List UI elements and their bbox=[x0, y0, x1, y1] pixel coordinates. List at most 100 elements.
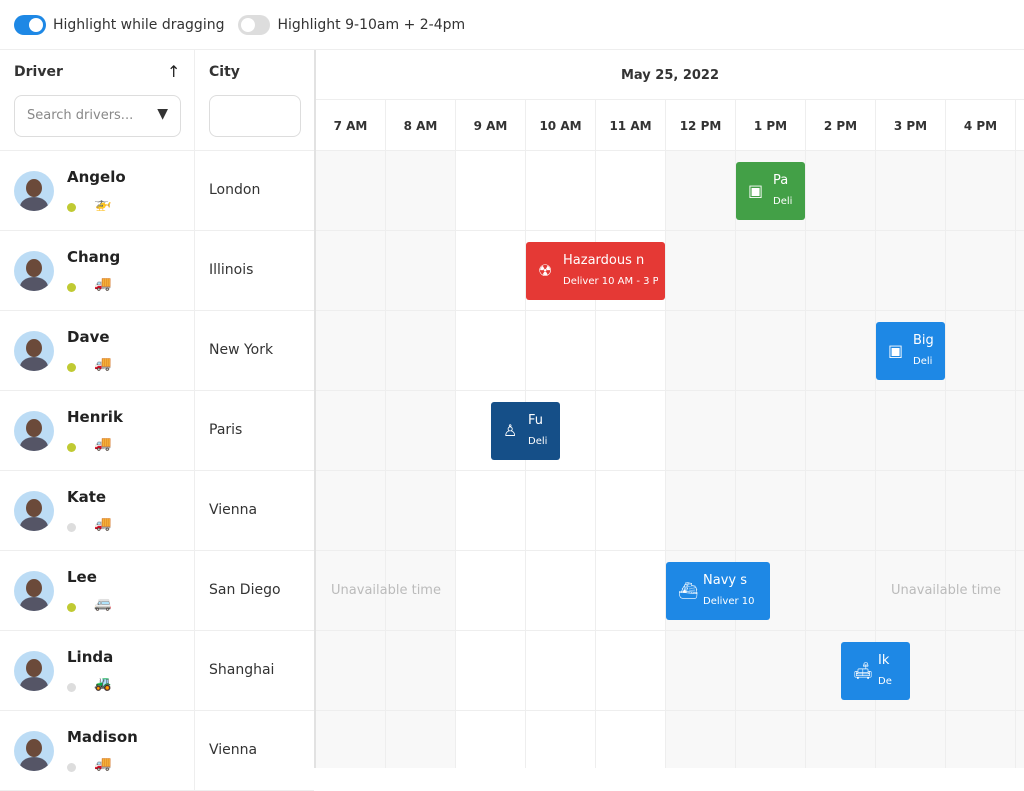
time-slot[interactable] bbox=[596, 231, 666, 311]
time-slot[interactable] bbox=[876, 151, 946, 231]
time-slot[interactable] bbox=[316, 391, 386, 471]
event-block[interactable]: ▣ Pa Deli bbox=[736, 162, 805, 220]
time-slot[interactable] bbox=[806, 471, 876, 551]
time-slot[interactable] bbox=[666, 711, 736, 768]
arrow-up-icon[interactable]: ↑ bbox=[167, 62, 181, 81]
time-slot[interactable] bbox=[526, 471, 596, 551]
time-slot[interactable] bbox=[596, 631, 666, 711]
time-slot[interactable] bbox=[386, 711, 456, 768]
time-slot[interactable] bbox=[736, 311, 806, 391]
time-slot[interactable] bbox=[806, 311, 876, 391]
time-slot[interactable] bbox=[736, 471, 806, 551]
time-slot[interactable] bbox=[316, 471, 386, 551]
time-slot[interactable] bbox=[666, 311, 736, 391]
time-slot[interactable] bbox=[316, 311, 386, 391]
time-slot[interactable] bbox=[806, 711, 876, 768]
time-slot[interactable] bbox=[386, 631, 456, 711]
time-slot[interactable] bbox=[876, 471, 946, 551]
time-slot[interactable] bbox=[316, 631, 386, 711]
time-slot[interactable] bbox=[386, 471, 456, 551]
time-slot[interactable] bbox=[1016, 151, 1024, 231]
time-slot[interactable] bbox=[806, 231, 876, 311]
time-slot[interactable] bbox=[736, 231, 806, 311]
driver-row[interactable]: Angelo 🚁 London bbox=[0, 151, 314, 231]
driver-row[interactable]: Chang 🚚 Illinois bbox=[0, 231, 314, 311]
time-slot[interactable] bbox=[1016, 631, 1024, 711]
time-slot[interactable] bbox=[1016, 311, 1024, 391]
time-slot[interactable] bbox=[526, 551, 596, 631]
time-slot[interactable] bbox=[526, 711, 596, 768]
toggle-switch[interactable] bbox=[238, 14, 271, 35]
time-slot[interactable] bbox=[316, 711, 386, 768]
time-slot[interactable] bbox=[1016, 711, 1024, 768]
time-slot[interactable] bbox=[526, 631, 596, 711]
time-slot[interactable] bbox=[1016, 231, 1024, 311]
time-slot[interactable] bbox=[526, 311, 596, 391]
time-slot[interactable] bbox=[876, 711, 946, 768]
city-filter-input[interactable] bbox=[209, 95, 301, 137]
driver-row[interactable]: Henrik 🚚 Paris bbox=[0, 391, 314, 471]
time-slot[interactable] bbox=[1016, 391, 1024, 471]
time-slot[interactable] bbox=[946, 711, 1016, 768]
event-block[interactable]: ▣ Big Deli bbox=[876, 322, 945, 380]
time-slot[interactable] bbox=[946, 311, 1016, 391]
time-slot[interactable] bbox=[666, 471, 736, 551]
driver-row[interactable]: Kate 🚚 Vienna bbox=[0, 471, 314, 551]
driver-row[interactable]: Lee 🚐 San Diego bbox=[0, 551, 314, 631]
filter-icon[interactable]: ▼ bbox=[157, 106, 168, 122]
time-slot[interactable] bbox=[736, 391, 806, 471]
time-slot[interactable] bbox=[876, 231, 946, 311]
time-slot[interactable] bbox=[316, 151, 386, 231]
time-slot[interactable] bbox=[386, 551, 456, 631]
time-slot[interactable] bbox=[946, 551, 1016, 631]
time-slot[interactable] bbox=[526, 391, 596, 471]
time-slot[interactable] bbox=[666, 231, 736, 311]
event-block[interactable]: 🛋 Ik De bbox=[841, 642, 910, 700]
driver-row[interactable]: Madison 🚚 Vienna bbox=[0, 711, 314, 791]
time-slot[interactable] bbox=[456, 631, 526, 711]
time-slot[interactable] bbox=[456, 471, 526, 551]
time-slot[interactable] bbox=[946, 471, 1016, 551]
time-slot[interactable] bbox=[456, 711, 526, 768]
time-slot[interactable] bbox=[596, 391, 666, 471]
time-slot[interactable] bbox=[316, 231, 386, 311]
event-block[interactable]: ☢ Hazardous n Deliver 10 AM - 3 P bbox=[526, 242, 665, 300]
time-slot[interactable] bbox=[736, 711, 806, 768]
driver-row[interactable]: Dave 🚚 New York bbox=[0, 311, 314, 391]
toggle-switch[interactable] bbox=[14, 14, 46, 35]
event-block[interactable]: ♙ Fu Deli bbox=[491, 402, 560, 460]
time-slot[interactable] bbox=[386, 151, 456, 231]
time-slot[interactable] bbox=[666, 391, 736, 471]
time-slot[interactable] bbox=[596, 151, 666, 231]
time-slot[interactable] bbox=[456, 551, 526, 631]
time-slot[interactable] bbox=[1016, 551, 1024, 631]
time-slot[interactable] bbox=[316, 551, 386, 631]
time-slot[interactable] bbox=[736, 631, 806, 711]
time-slot[interactable] bbox=[456, 151, 526, 231]
search-drivers-input[interactable]: Search drivers... ▼ bbox=[14, 95, 181, 137]
time-slot[interactable] bbox=[946, 151, 1016, 231]
event-block[interactable]: ⛴ Navy s Deliver 10 bbox=[666, 562, 770, 620]
time-slot[interactable] bbox=[596, 311, 666, 391]
time-slot[interactable] bbox=[596, 551, 666, 631]
time-slot[interactable] bbox=[946, 631, 1016, 711]
time-slot[interactable] bbox=[386, 391, 456, 471]
time-slot[interactable] bbox=[596, 471, 666, 551]
time-slot[interactable] bbox=[666, 151, 736, 231]
time-slot[interactable] bbox=[806, 551, 876, 631]
time-slot[interactable] bbox=[666, 631, 736, 711]
time-slot[interactable] bbox=[806, 391, 876, 471]
time-slot[interactable] bbox=[1016, 471, 1024, 551]
time-slot[interactable] bbox=[386, 311, 456, 391]
time-slot[interactable] bbox=[456, 311, 526, 391]
time-slot[interactable] bbox=[596, 711, 666, 768]
time-slot[interactable] bbox=[946, 231, 1016, 311]
time-slot[interactable] bbox=[876, 391, 946, 471]
time-slot[interactable] bbox=[876, 551, 946, 631]
time-slot[interactable] bbox=[456, 231, 526, 311]
time-slot[interactable] bbox=[386, 231, 456, 311]
time-slot[interactable] bbox=[526, 151, 596, 231]
driver-row[interactable]: Linda 🚜 Shanghai bbox=[0, 631, 314, 711]
time-slot[interactable] bbox=[946, 391, 1016, 471]
time-slot[interactable] bbox=[806, 151, 876, 231]
